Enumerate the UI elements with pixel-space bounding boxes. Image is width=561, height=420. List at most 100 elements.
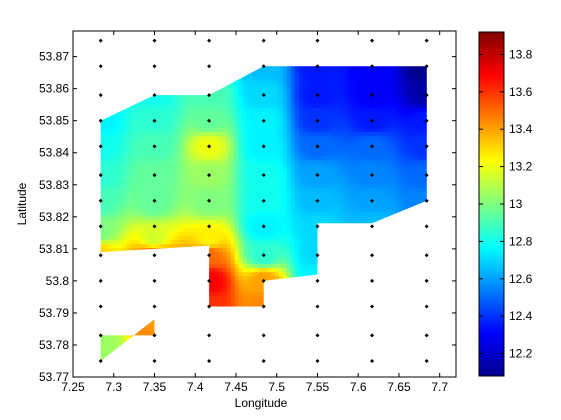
field-cell (362, 104, 368, 109)
field-cell (118, 144, 124, 149)
field-cell (242, 188, 248, 193)
field-cell (258, 244, 264, 249)
field-cell (338, 76, 344, 81)
field-cell (214, 184, 220, 189)
field-cell (322, 216, 328, 221)
field-cell (318, 124, 324, 129)
field-cell (298, 132, 304, 137)
field-cell (266, 66, 272, 69)
field-cell (294, 188, 300, 193)
field-cell (190, 228, 196, 233)
field-cell (190, 196, 196, 201)
field-cell (190, 164, 196, 169)
field-cell (162, 176, 168, 181)
field-cell (214, 288, 220, 293)
field-cell (286, 164, 292, 169)
field-cell (194, 132, 200, 137)
field-cell (278, 232, 284, 237)
field-cell (298, 264, 304, 269)
field-cell (202, 236, 208, 241)
field-cell (290, 184, 296, 189)
field-cell (342, 100, 348, 105)
field-cell (110, 192, 116, 197)
field-cell (186, 208, 192, 213)
field-cell (338, 180, 344, 185)
field-cell (338, 152, 344, 157)
field-cell (100, 132, 104, 137)
field-cell (194, 216, 200, 221)
field-cell (242, 156, 248, 161)
field-cell (246, 120, 252, 125)
field-cell (146, 112, 152, 117)
field-cell (202, 156, 208, 161)
field-cell (118, 116, 124, 121)
field-cell (298, 244, 304, 249)
field-cell (158, 232, 164, 237)
field-cell (258, 84, 264, 89)
field-cell (338, 144, 344, 149)
field-cell (214, 272, 220, 277)
field-cell (154, 232, 160, 237)
field-cell (362, 168, 368, 173)
field-cell (214, 300, 220, 305)
field-cell (250, 284, 256, 289)
field-cell (350, 192, 356, 197)
field-cell (230, 200, 236, 205)
field-cell (218, 148, 224, 153)
field-cell (298, 208, 304, 213)
field-cell (230, 252, 236, 257)
field-cell (306, 136, 312, 141)
field-cell (170, 220, 176, 225)
field-cell (314, 240, 320, 245)
field-cell (174, 156, 180, 161)
field-cell (154, 112, 160, 117)
field-cell (210, 212, 216, 217)
field-cell (130, 124, 136, 129)
field-cell (266, 260, 272, 265)
field-cell (154, 220, 160, 225)
field-cell (210, 264, 216, 269)
field-cell (102, 176, 108, 181)
field-cell (218, 276, 224, 281)
field-cell (222, 284, 228, 289)
field-cell (226, 132, 232, 137)
field-cell (298, 204, 304, 209)
field-cell (202, 96, 208, 101)
field-cell (150, 236, 156, 241)
field-cell (106, 116, 112, 121)
field-cell (250, 84, 256, 89)
field-cell (318, 176, 324, 181)
field-cell (266, 172, 272, 177)
field-cell (166, 180, 172, 185)
field-cell (102, 224, 108, 229)
field-cell (358, 196, 364, 201)
field-cell (182, 116, 188, 121)
field-cell (314, 136, 320, 141)
field-cell (146, 132, 152, 137)
field-cell (354, 124, 360, 129)
field-cell (154, 144, 160, 149)
field-cell (178, 100, 184, 105)
field-cell (334, 72, 340, 77)
field-cell (226, 260, 232, 265)
field-cell (242, 292, 248, 297)
field-cell (114, 340, 120, 345)
field-cell (150, 140, 156, 145)
field-cell (202, 216, 208, 221)
field-cell (178, 124, 184, 129)
field-cell (294, 152, 300, 157)
field-cell (230, 288, 236, 293)
field-cell (134, 124, 140, 129)
field-cell (274, 100, 280, 105)
field-cell (222, 96, 228, 101)
field-cell (100, 204, 104, 209)
field-cell (182, 120, 188, 125)
field-cell (222, 280, 228, 285)
field-cell (230, 276, 236, 281)
field-cell (306, 124, 312, 129)
field-cell (330, 148, 336, 153)
field-cell (350, 216, 356, 221)
field-cell (326, 160, 332, 165)
field-cell (210, 232, 216, 237)
